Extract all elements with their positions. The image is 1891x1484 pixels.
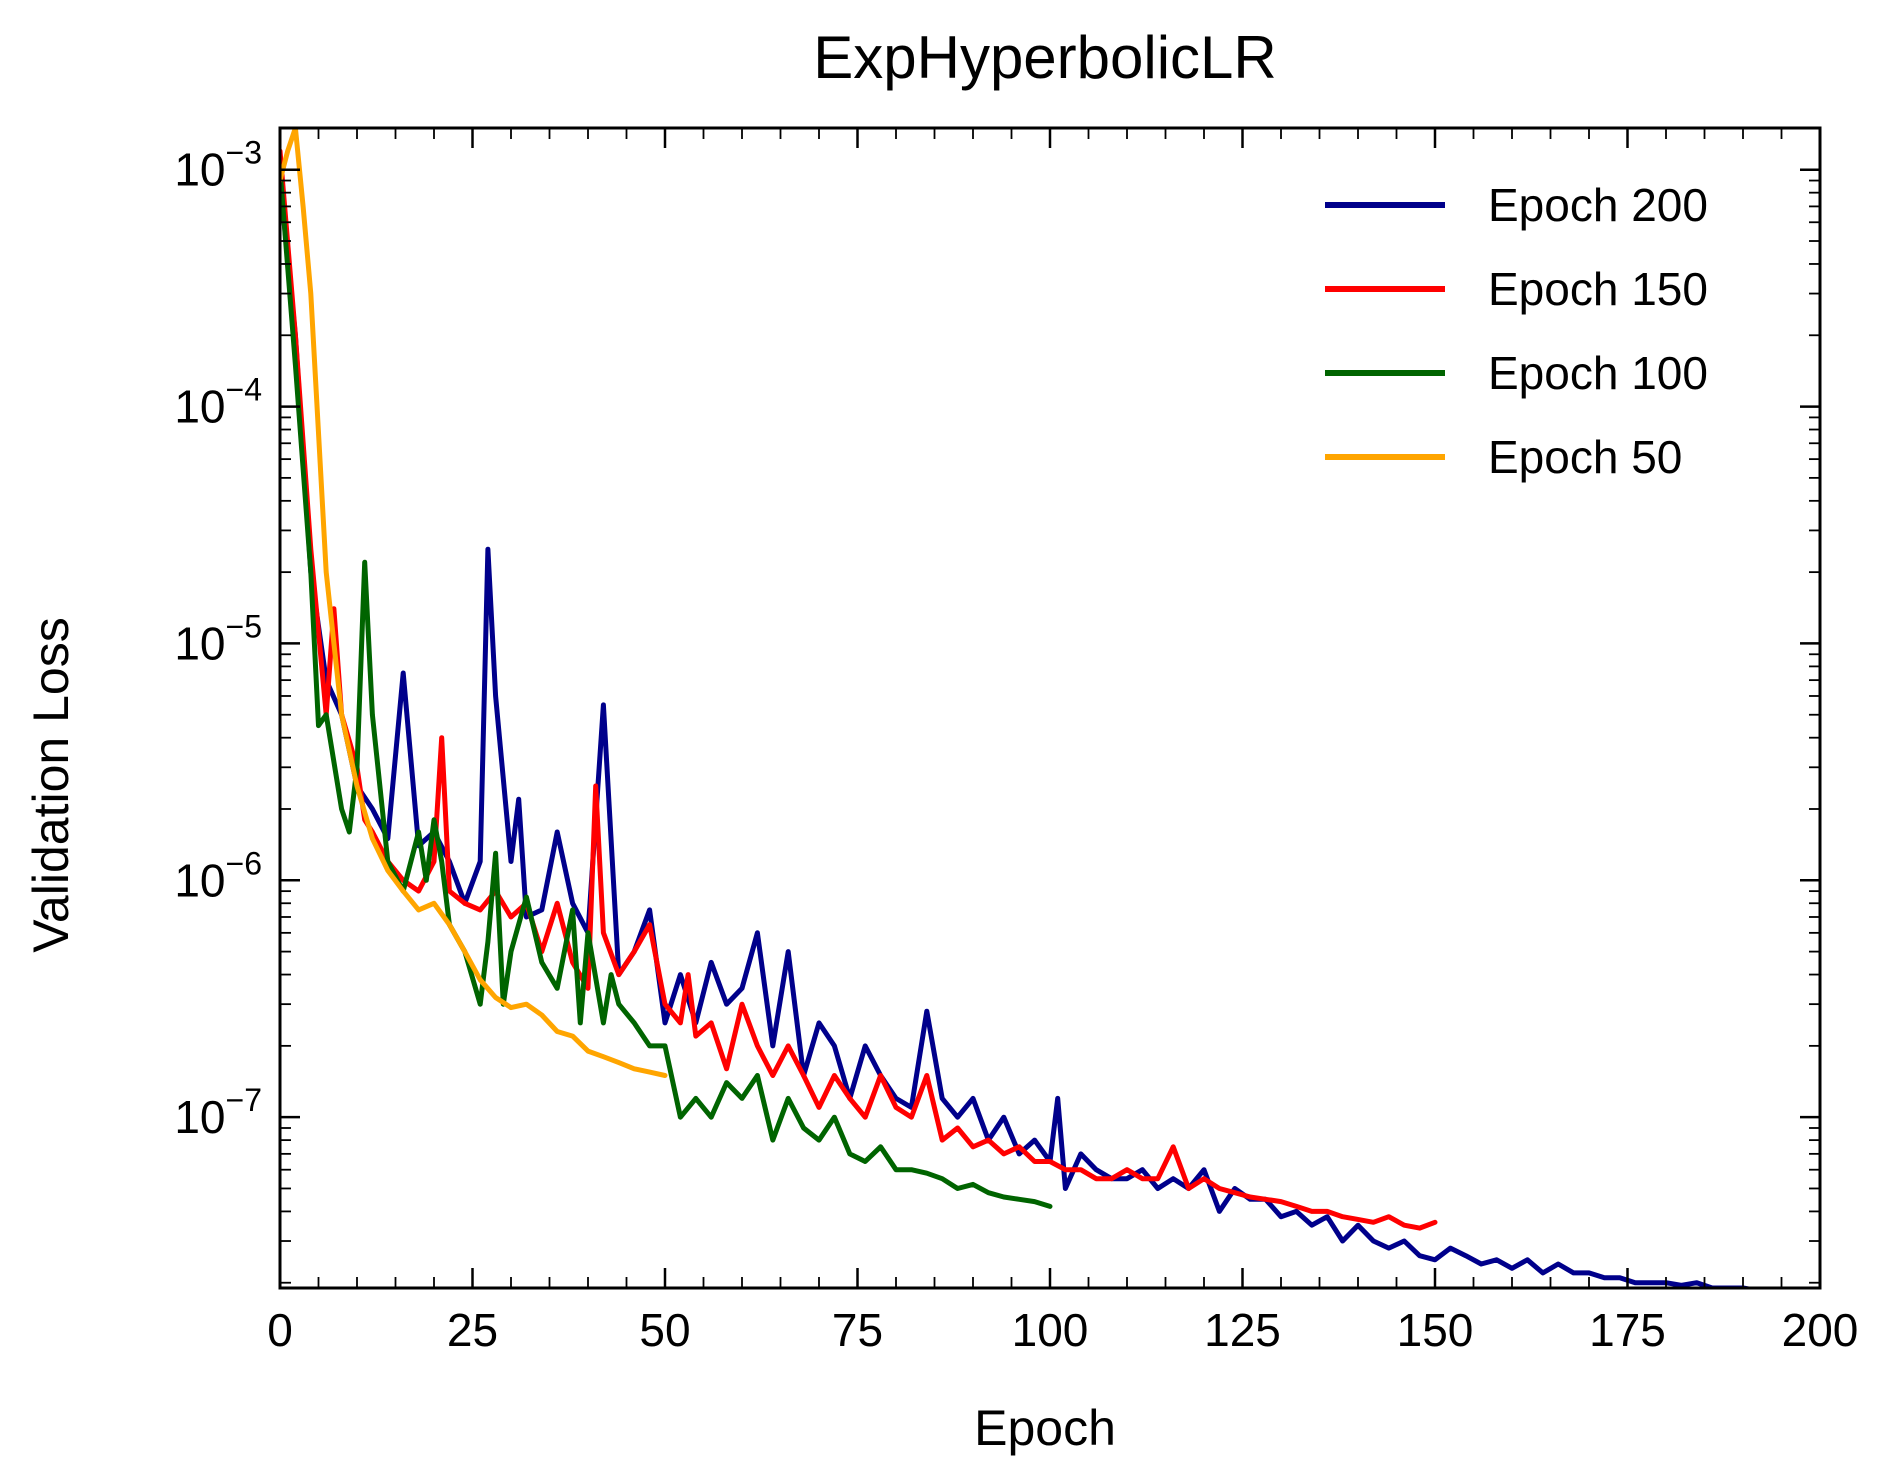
x-tick-label: 200 — [1782, 1304, 1859, 1356]
x-tick-label: 150 — [1397, 1304, 1474, 1356]
chart-title: ExpHyperbolicLR — [813, 24, 1277, 91]
y-tick-label: 10−7 — [174, 1082, 262, 1143]
y-tick-label: 10−3 — [174, 135, 262, 196]
legend-label-4: Epoch 50 — [1488, 431, 1682, 483]
plot-frame — [278, 126, 1822, 1290]
x-axis-label: Epoch — [974, 1400, 1116, 1456]
x-tick-label: 50 — [639, 1304, 690, 1356]
x-tick-label: 100 — [1012, 1304, 1089, 1356]
x-tick-label: 175 — [1589, 1304, 1666, 1356]
x-tick-label: 0 — [267, 1304, 293, 1356]
axis-ticks: 0 25 50 75 100 125 150 175 200 10−7 10−6 10−5 10−4 10… — [174, 128, 1858, 1356]
y-tick-label: 10−4 — [174, 372, 262, 433]
series-line-2 — [280, 148, 1438, 1231]
legend-label-3: Epoch 100 — [1488, 347, 1708, 399]
legend: Epoch 200 Epoch 150 Epoch 100 Epoch 50 — [1325, 179, 1708, 483]
x-tick-label: 75 — [832, 1304, 883, 1356]
x-tick-label: 25 — [447, 1304, 498, 1356]
y-tick-label: 10−6 — [174, 845, 262, 906]
y-axis-label: Validation Loss — [23, 617, 79, 952]
series-line-4 — [280, 128, 668, 1078]
legend-label-1: Epoch 200 — [1488, 179, 1708, 231]
x-tick-label: 125 — [1204, 1304, 1281, 1356]
series-line-1 — [280, 178, 1758, 1288]
series-group — [280, 128, 1758, 1288]
legend-label-2: Epoch 150 — [1488, 263, 1708, 315]
series-line-3 — [280, 167, 1053, 1209]
y-tick-label: 10−5 — [174, 608, 262, 669]
